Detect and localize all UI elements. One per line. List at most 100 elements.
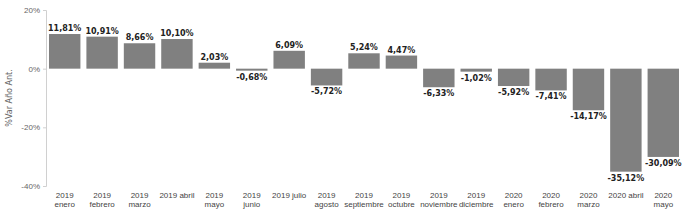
- y-axis-line: [43, 11, 47, 187]
- data-label: 11,81%: [48, 24, 81, 33]
- y-tick: -40%: [21, 182, 46, 191]
- data-label: -1,02%: [461, 74, 492, 83]
- data-label: -35,12%: [608, 174, 645, 183]
- data-label: 10,10%: [160, 29, 193, 38]
- x-tick-label-line: octubre: [388, 200, 415, 209]
- data-label: 4,47%: [388, 46, 416, 55]
- x-tick-label-line: diciembre: [459, 200, 494, 209]
- bar: [161, 39, 192, 69]
- x-tick-label-line: 2019: [467, 191, 485, 200]
- bar: [348, 53, 379, 68]
- y-axis-title: %Var Año Ant.: [5, 69, 14, 126]
- x-tick-label: 2019 abril: [159, 191, 194, 200]
- x-tick-label: 2019septiembre: [344, 191, 384, 209]
- y-tick-label: -40%: [21, 182, 40, 191]
- x-tick: 2019marzo: [128, 186, 151, 209]
- x-tick-label: 2019noviembre: [420, 191, 458, 209]
- x-tick-label: 2019agosto: [315, 191, 340, 209]
- bar: [124, 43, 155, 68]
- x-tick: 2020enero: [503, 186, 524, 209]
- x-tick-label: 2019diciembre: [459, 191, 494, 209]
- x-tick-label: 2019junio: [242, 191, 261, 209]
- data-label: 6,09%: [275, 41, 303, 50]
- x-tick-label-line: 2019: [93, 191, 111, 200]
- x-tick: 2019noviembre: [420, 186, 458, 209]
- bar: [573, 69, 604, 111]
- plot: -40%-20%0%20%11,81%10,91%8,66%10,10%2,03…: [21, 6, 682, 209]
- x-tick-label: 2019 julio: [272, 191, 307, 200]
- x-tick-label: 2020febrero: [538, 191, 564, 209]
- bar: [610, 69, 641, 172]
- y-tick-mark: [43, 186, 46, 187]
- x-tick-label-line: 2019: [355, 191, 373, 200]
- x-tick: 2019 julio: [272, 186, 307, 200]
- x-tick-label-line: marzo: [128, 200, 151, 209]
- data-label: -14,17%: [570, 112, 607, 121]
- x-tick-label-line: 2020: [505, 191, 523, 200]
- x-tick: 2020mayo: [654, 186, 674, 209]
- x-tick-label-line: enero: [503, 200, 524, 209]
- bar: [236, 69, 267, 71]
- x-tick-label: 2019octubre: [388, 191, 415, 209]
- x-tick-label-line: mayo: [654, 200, 674, 209]
- x-tick-label: 2020 abril: [608, 191, 643, 200]
- x-tick-label-line: febrero: [89, 200, 115, 209]
- x-tick: 2019 abril: [159, 186, 194, 200]
- x-tick-label: 2019febrero: [89, 191, 115, 209]
- x-tick-label-line: 2019: [393, 191, 411, 200]
- data-label: -0,68%: [236, 73, 267, 82]
- data-label: -6,33%: [423, 89, 454, 98]
- data-label: -7,41%: [536, 92, 567, 101]
- x-tick-label: 2019marzo: [128, 191, 151, 209]
- x-tick-label-line: septiembre: [344, 200, 384, 209]
- x-tick-label-line: marzo: [577, 200, 600, 209]
- data-label: -5,72%: [311, 87, 342, 96]
- data-label: 8,66%: [126, 33, 154, 42]
- bar: [423, 69, 454, 88]
- bar: [273, 51, 304, 69]
- bar: [311, 69, 342, 86]
- x-tick: 2019junio: [242, 186, 261, 209]
- x-tick-label-line: 2020: [542, 191, 560, 200]
- x-tick: 2019enero: [54, 186, 75, 209]
- y-axis: -40% -20% 0% 20%: [21, 6, 46, 191]
- data-label: -30,09%: [645, 159, 682, 168]
- x-tick-label-line: mayo: [205, 200, 225, 209]
- y-tick-label: -20%: [21, 123, 40, 132]
- y-tick-mark: [43, 10, 46, 11]
- x-tick-label-line: 2019: [131, 191, 149, 200]
- data-label: 5,24%: [350, 43, 378, 52]
- x-tick-label-line: noviembre: [420, 200, 458, 209]
- x-tick: 2020marzo: [577, 186, 600, 209]
- bar: [498, 69, 529, 86]
- x-tick-label-line: 2019: [56, 191, 74, 200]
- x-tick-label: 2019enero: [54, 191, 75, 209]
- x-tick: 2019mayo: [205, 186, 225, 209]
- x-tick-label-line: junio: [242, 200, 260, 209]
- bar: [386, 56, 417, 69]
- x-tick-label: 2020marzo: [577, 191, 600, 209]
- bar: [648, 69, 679, 157]
- data-labels: 11,81%10,91%8,66%10,10%2,03%-0,68%6,09%-…: [48, 24, 682, 183]
- x-tick: 2019agosto: [315, 186, 340, 209]
- y-tick-label: 0%: [28, 65, 40, 74]
- bars: [49, 34, 679, 172]
- y-tick-label: 20%: [24, 6, 40, 15]
- y-tick-mark: [43, 69, 46, 70]
- x-tick-label-line: 2020: [654, 191, 672, 200]
- x-tick-label-line: 2019: [205, 191, 223, 200]
- y-tick-mark: [43, 127, 46, 128]
- x-axis-line: [47, 186, 683, 187]
- x-tick-label-line: febrero: [538, 200, 564, 209]
- x-tick: 2019diciembre: [459, 186, 494, 209]
- x-tick-label: 2020enero: [503, 191, 524, 209]
- x-tick-label-line: 2019: [430, 191, 448, 200]
- x-tick: 2019octubre: [388, 186, 415, 209]
- bar: [461, 69, 492, 72]
- x-tick-label-line: 2020: [580, 191, 598, 200]
- x-tick: 2020febrero: [538, 186, 564, 209]
- x-axis: 2019enero2019febrero2019marzo2019 abril2…: [47, 186, 683, 209]
- x-tick-label: 2020mayo: [654, 191, 674, 209]
- bar: [535, 69, 566, 91]
- data-label: -5,92%: [498, 88, 529, 97]
